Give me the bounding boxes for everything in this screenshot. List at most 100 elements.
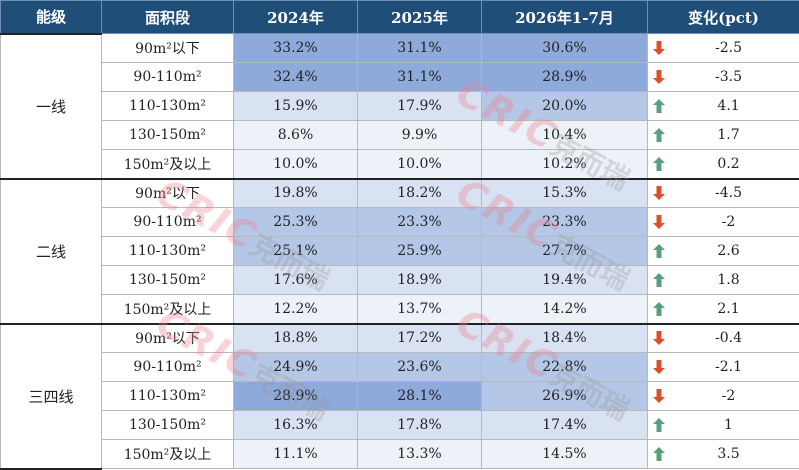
header-row: 能级 面积段 2024年 2025年 2026年1-7月 变化(pct) [1, 1, 799, 34]
value-2025: 23.3% [358, 208, 482, 237]
value-2026: 15.3% [482, 179, 648, 208]
change-cell: -0.4 [648, 324, 799, 353]
value-2026: 30.6% [482, 34, 648, 63]
change-cell: -2.1 [648, 353, 799, 382]
change-value: -2 [648, 388, 799, 404]
header-area: 面积段 [102, 1, 234, 34]
value-2025: 17.9% [358, 92, 482, 121]
value-2025: 13.3% [358, 440, 482, 469]
value-2026: 23.3% [482, 208, 648, 237]
change-value: -2.5 [648, 40, 799, 56]
value-2025: 31.1% [358, 34, 482, 63]
value-2026: 10.4% [482, 121, 648, 150]
value-2024: 25.1% [234, 237, 358, 266]
value-2026: 14.5% [482, 440, 648, 469]
value-2025: 13.7% [358, 295, 482, 324]
change-cell: 4.1 [648, 92, 799, 121]
header-2026: 2026年1-7月 [482, 1, 648, 34]
value-2024: 11.1% [234, 440, 358, 469]
value-2025: 28.1% [358, 382, 482, 411]
area-label: 90-110m² [102, 63, 234, 92]
area-label: 150m²及以上 [102, 295, 234, 324]
value-2024: 32.4% [234, 63, 358, 92]
tier-label: 二线 [1, 179, 102, 324]
change-cell: -4.5 [648, 179, 799, 208]
value-2024: 16.3% [234, 411, 358, 440]
change-cell: -2.5 [648, 34, 799, 63]
value-2024: 18.8% [234, 324, 358, 353]
change-value: 1.7 [648, 127, 799, 143]
change-value: 0.2 [648, 156, 799, 172]
value-2024: 28.9% [234, 382, 358, 411]
area-label: 110-130m² [102, 382, 234, 411]
value-2024: 25.3% [234, 208, 358, 237]
value-2024: 8.6% [234, 121, 358, 150]
change-value: -2 [648, 214, 799, 230]
change-cell: 1.8 [648, 266, 799, 295]
value-2024: 33.2% [234, 34, 358, 63]
value-2024: 19.8% [234, 179, 358, 208]
tier-label: 一线 [1, 34, 102, 179]
value-2025: 18.9% [358, 266, 482, 295]
change-value: 2.1 [648, 301, 799, 317]
header-2024: 2024年 [234, 1, 358, 34]
value-2026: 26.9% [482, 382, 648, 411]
value-2025: 23.6% [358, 353, 482, 382]
change-value: 4.1 [648, 98, 799, 114]
change-cell: 1 [648, 411, 799, 440]
value-2026: 10.2% [482, 150, 648, 179]
change-cell: -2 [648, 382, 799, 411]
value-2025: 31.1% [358, 63, 482, 92]
value-2024: 24.9% [234, 353, 358, 382]
value-2025: 10.0% [358, 150, 482, 179]
value-2026: 18.4% [482, 324, 648, 353]
area-label: 110-130m² [102, 237, 234, 266]
change-value: -2.1 [648, 359, 799, 375]
area-label: 130-150m² [102, 121, 234, 150]
change-value: 3.5 [648, 446, 799, 462]
change-value: 1.8 [648, 272, 799, 288]
value-2025: 17.2% [358, 324, 482, 353]
tier-label: 三四线 [1, 324, 102, 469]
area-label: 150m²及以上 [102, 440, 234, 469]
area-label: 90-110m² [102, 208, 234, 237]
value-2025: 17.8% [358, 411, 482, 440]
change-value: -0.4 [648, 330, 799, 346]
area-label: 110-130m² [102, 92, 234, 121]
header-2025: 2025年 [358, 1, 482, 34]
change-value: -3.5 [648, 69, 799, 85]
change-cell: -3.5 [648, 63, 799, 92]
change-value: -4.5 [648, 185, 799, 201]
change-cell: -2 [648, 208, 799, 237]
area-label: 90m²以下 [102, 179, 234, 208]
area-label: 90m²以下 [102, 34, 234, 63]
value-2024: 10.0% [234, 150, 358, 179]
value-2025: 25.9% [358, 237, 482, 266]
change-cell: 3.5 [648, 440, 799, 469]
area-label: 130-150m² [102, 411, 234, 440]
area-label: 90-110m² [102, 353, 234, 382]
value-2025: 9.9% [358, 121, 482, 150]
value-2024: 15.9% [234, 92, 358, 121]
value-2026: 27.7% [482, 237, 648, 266]
value-2024: 17.6% [234, 266, 358, 295]
change-cell: 2.6 [648, 237, 799, 266]
value-2024: 12.2% [234, 295, 358, 324]
change-value: 1 [648, 417, 799, 433]
value-2025: 18.2% [358, 179, 482, 208]
value-2026: 20.0% [482, 92, 648, 121]
